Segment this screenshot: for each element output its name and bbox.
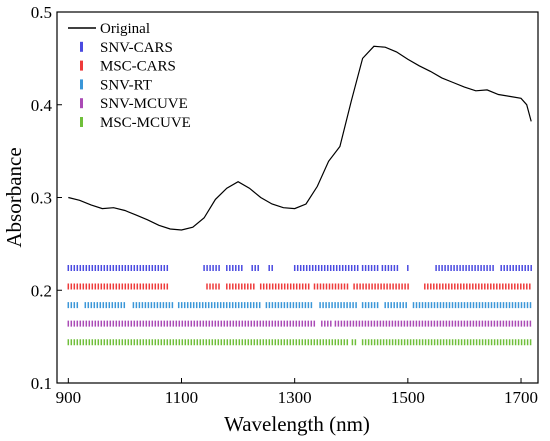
legend-item: MSC-MCUVE	[80, 115, 191, 131]
x-tick-label: 1500	[391, 388, 425, 407]
variable-band	[177, 302, 261, 309]
variable-band	[351, 339, 357, 346]
variable-band	[268, 265, 273, 271]
variable-band	[361, 302, 379, 309]
variable-band	[313, 283, 349, 290]
variable-band	[67, 283, 169, 290]
legend-item: SNV-MCUVE	[80, 96, 188, 112]
variable-band	[84, 302, 126, 309]
legend-label: MSC-MCUVE	[100, 115, 191, 131]
y-axis-title: Absorbance	[2, 147, 26, 247]
variable-band	[361, 265, 379, 271]
variable-band	[226, 265, 243, 271]
series-bars-snv-rt	[67, 302, 532, 309]
legend-item: SNV-CARS	[80, 40, 173, 56]
variable-band	[265, 302, 313, 309]
x-tick-label: 900	[56, 388, 82, 407]
y-tick-label: 0.2	[31, 281, 52, 300]
legend-item: Original	[68, 21, 150, 37]
y-tick-label: 0.1	[31, 374, 52, 393]
variable-band	[361, 339, 532, 346]
x-axis-title: Wavelength (nm)	[224, 412, 370, 436]
legend-item: SNV-RT	[80, 77, 152, 93]
legend-label: SNV-RT	[100, 77, 152, 93]
legend-swatch	[80, 117, 83, 127]
variable-band	[67, 339, 349, 346]
legend-item: MSC-CARS	[80, 59, 176, 75]
legend-swatch	[80, 60, 83, 71]
variable-band	[500, 265, 532, 271]
variable-band	[353, 283, 409, 290]
legend-label: MSC-CARS	[100, 59, 176, 75]
variable-band	[226, 283, 255, 290]
variable-band	[384, 302, 407, 309]
y-tick-label: 0.3	[31, 189, 52, 208]
variable-band	[412, 302, 532, 309]
ticks-layer: 900 1100 1300 1500 1700 0.1 0.2 0.3 0.4 0.5	[31, 3, 538, 407]
variable-band	[334, 320, 532, 327]
legend-label: Original	[100, 21, 150, 37]
variable-band	[293, 265, 359, 271]
y-tick-label: 0.5	[31, 3, 52, 22]
variable-band	[319, 302, 357, 309]
x-tick-label: 1700	[504, 388, 538, 407]
variable-band	[259, 283, 310, 290]
variable-band	[67, 320, 316, 327]
variable-band	[381, 265, 399, 271]
series-bars-msc-cars	[67, 283, 531, 290]
legend: Original SNV-CARS MSC-CARS SNV-RT SNV-MCUVE M…	[68, 21, 191, 131]
variable-band	[206, 283, 220, 290]
legend-label: SNV-CARS	[100, 40, 173, 56]
series-layer	[67, 45, 532, 346]
variable-band	[67, 265, 169, 271]
legend-swatch	[80, 41, 83, 52]
series-bars-msc-mcuve	[67, 339, 532, 346]
variable-band	[321, 320, 332, 327]
legend-label: SNV-MCUVE	[100, 96, 188, 112]
variable-band	[67, 302, 79, 309]
variable-band	[132, 302, 174, 309]
series-line-original	[68, 45, 532, 231]
y-tick-label: 0.4	[31, 96, 53, 115]
series-bars-snv-mcuve	[67, 320, 532, 327]
variable-band	[251, 265, 259, 271]
variable-band	[203, 265, 220, 271]
x-tick-label: 1100	[165, 388, 198, 407]
variable-band	[424, 283, 531, 290]
x-tick-label: 1300	[278, 388, 312, 407]
legend-swatch	[80, 98, 83, 109]
series-bars-snv-cars	[67, 265, 532, 271]
legend-swatch	[80, 79, 83, 90]
variable-band	[435, 265, 494, 271]
